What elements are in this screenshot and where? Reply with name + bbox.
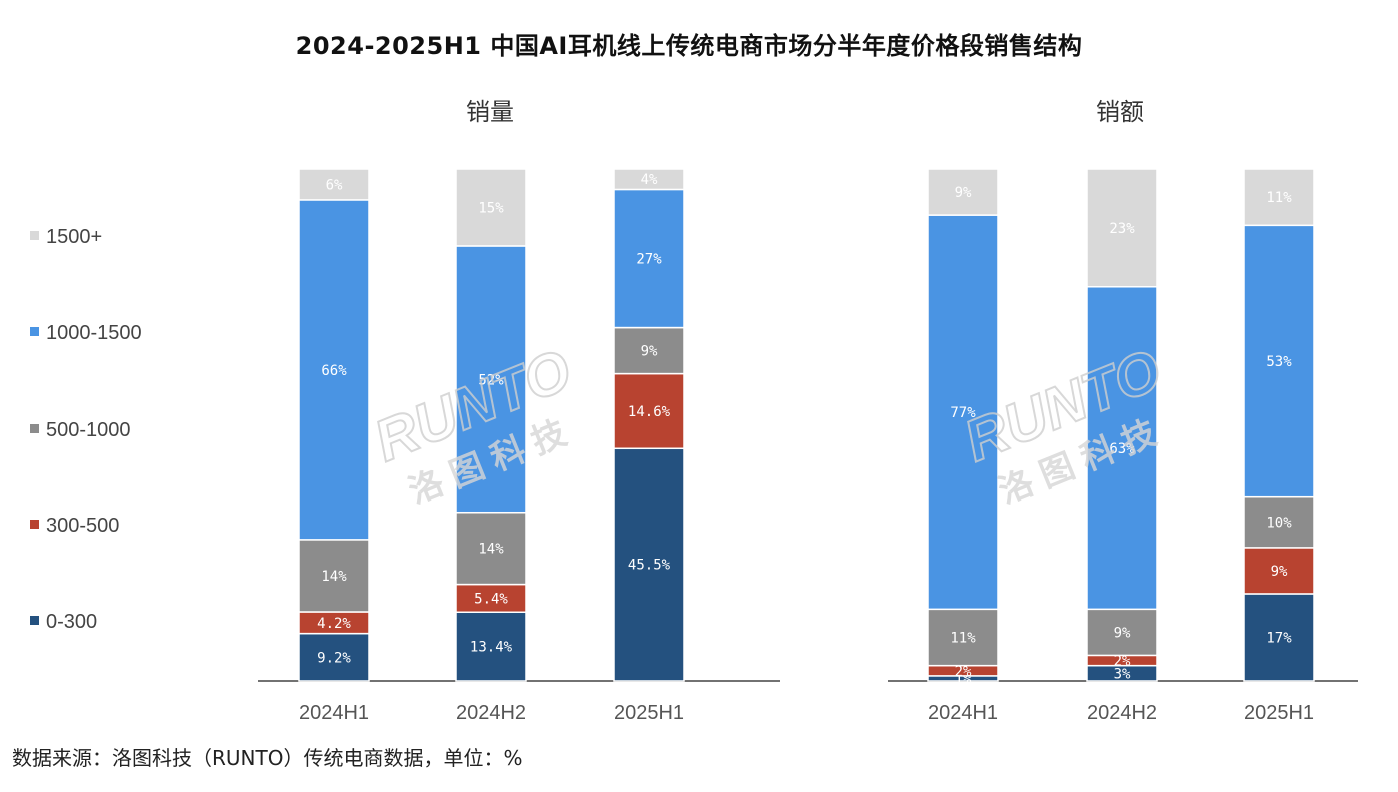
bar-segment	[1243, 495, 1315, 549]
data-label: 11%	[1266, 190, 1292, 206]
x-tick-label: 2024H2	[456, 702, 526, 724]
x-tick-label: 2024H1	[928, 702, 998, 724]
legend-swatch	[30, 327, 39, 337]
bar-segment	[455, 511, 527, 586]
source-note: 数据来源：洛图科技（RUNTO）传统电商数据，单位：%	[12, 746, 523, 770]
chart-title: 2024-2025H1 中国AI耳机线上传统电商市场分半年度价格段销售结构	[295, 32, 1083, 60]
data-label: 9.2%	[317, 650, 351, 666]
legend-item-1000-1500: 1000-1500	[30, 322, 142, 345]
data-label: 13.4%	[470, 640, 513, 656]
data-label: 23%	[1109, 221, 1135, 237]
data-label: 4.2%	[317, 616, 351, 632]
data-label: 6%	[326, 177, 343, 193]
legend-swatch	[30, 520, 39, 530]
bar-segment	[1243, 168, 1315, 227]
legend-swatch	[30, 424, 39, 434]
legend-label: 1500+	[46, 226, 103, 248]
data-label: 14.6%	[628, 404, 671, 420]
bar-segment	[613, 447, 685, 682]
legend-swatch	[30, 616, 39, 626]
bar-segment	[613, 168, 685, 191]
data-label: 2%	[955, 664, 972, 680]
x-tick-label: 2025H1	[614, 702, 684, 724]
bar-segment	[927, 168, 999, 216]
data-label: 17%	[1266, 630, 1292, 646]
data-label: 27%	[636, 252, 662, 268]
bar-segment	[1086, 608, 1158, 657]
bar-segment	[613, 326, 685, 375]
panel-title-volume: 销量	[466, 98, 514, 126]
data-label: 9%	[1114, 625, 1131, 641]
data-label: 11%	[950, 630, 976, 646]
bar-segment	[1243, 593, 1315, 682]
data-label: 9%	[955, 185, 972, 201]
x-tick-label: 2024H1	[299, 702, 369, 724]
bar-segment	[1243, 224, 1315, 498]
legend-item-300-500: 300-500	[30, 515, 119, 538]
bar-segment	[298, 632, 370, 682]
x-tick-label: 2024H2	[1087, 702, 1157, 724]
bar-segment	[1243, 547, 1315, 595]
bar-segment	[298, 199, 370, 541]
bar-segment	[455, 245, 527, 514]
data-label: 45.5%	[628, 558, 671, 574]
data-label: 5.4%	[474, 591, 508, 607]
legend-item-0-300: 0-300	[30, 611, 97, 634]
bar-segment	[613, 188, 685, 329]
bar-segment	[613, 372, 685, 450]
legend-label: 0-300	[46, 611, 98, 633]
data-label: 10%	[1266, 515, 1292, 531]
bar-segment	[298, 539, 370, 613]
legend-label: 300-500	[46, 515, 120, 537]
legend-item-500-1000: 500-1000	[30, 419, 131, 442]
bar-segment	[1086, 168, 1158, 288]
data-label: 4%	[641, 172, 658, 188]
bar-segment	[455, 168, 527, 247]
bar-segment	[298, 168, 370, 201]
legend-label: 500-1000	[46, 419, 131, 441]
legend-label: 1000-1500	[46, 322, 142, 344]
data-label: 9%	[641, 344, 658, 360]
legend-item-1500plus: 1500+	[30, 226, 102, 249]
data-label: 14%	[321, 569, 347, 585]
legend-swatch	[30, 231, 39, 241]
data-label: 53%	[1266, 354, 1292, 370]
data-label: 14%	[478, 542, 504, 558]
data-label: 52%	[478, 372, 504, 388]
bar-segment	[455, 611, 527, 682]
bar-segment	[927, 214, 999, 611]
data-label: 15%	[478, 200, 504, 216]
bar-segment	[455, 583, 527, 614]
data-label: 2%	[1114, 654, 1131, 670]
x-tick-label: 2025H1	[1244, 702, 1314, 724]
data-label: 66%	[321, 363, 347, 379]
data-label: 9%	[1271, 564, 1288, 580]
data-label: 63%	[1109, 441, 1135, 457]
data-label: 77%	[950, 405, 976, 421]
data-label: 3%	[1114, 666, 1131, 682]
panel-title-revenue: 销额	[1096, 98, 1144, 126]
